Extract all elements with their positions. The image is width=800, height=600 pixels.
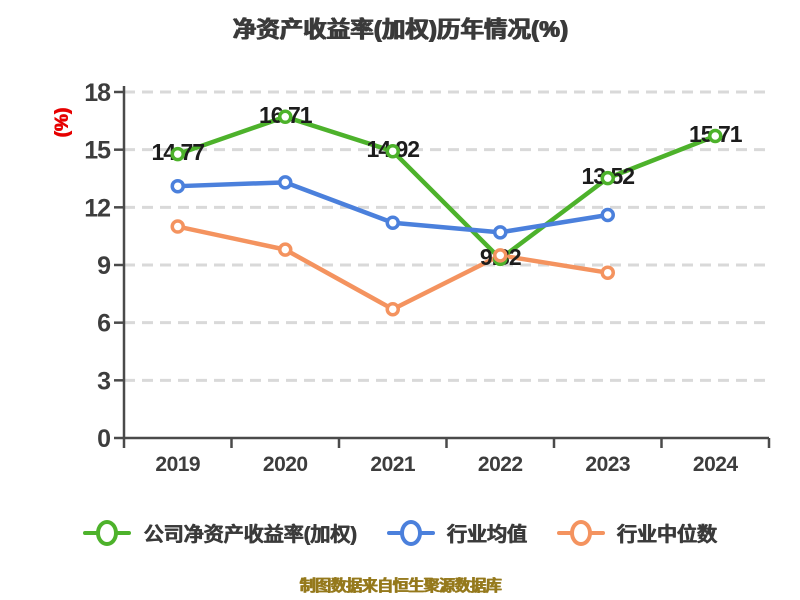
legend-marker-orange-icon <box>556 519 605 547</box>
data-point-行业均值-2022 <box>493 225 508 240</box>
series-line-行业中位数 <box>175 224 610 312</box>
legend-item-industry-mean: 行业均值 <box>386 518 527 547</box>
legend-item-industry-median: 行业中位数 <box>556 518 717 547</box>
data-point-行业均值-2023 <box>600 207 615 223</box>
y-tick-label-6: 6 <box>97 310 110 338</box>
legend-marker-green-icon <box>83 519 132 547</box>
x-tick-label-2021: 2021 <box>370 453 416 476</box>
legend-label: 公司净资产收益率(加权) <box>143 524 357 546</box>
legend-item-company-roe: 公司净资产收益率(加权) <box>83 518 357 547</box>
y-tick-label-12: 12 <box>84 194 110 222</box>
data-point-公司净资产收益率(加权)-2023 <box>600 170 615 186</box>
data-point-行业中位数-2019 <box>170 219 185 234</box>
data-point-行业中位数-2023 <box>600 265 615 280</box>
data-point-行业均值-2020 <box>278 175 293 190</box>
x-tick-label-2019: 2019 <box>155 453 200 476</box>
y-tick-label-0: 0 <box>97 425 110 453</box>
chart-title: 净资产收益率(加权)历年情况(%) <box>232 16 568 42</box>
data-point-行业中位数-2020 <box>278 242 293 257</box>
y-tick-label-9: 9 <box>97 252 110 280</box>
x-tick-label-2022: 2022 <box>478 453 523 476</box>
data-point-行业均值-2021 <box>385 215 400 230</box>
data-point-公司净资产收益率(加权)-2021 <box>385 143 400 159</box>
data-point-行业均值-2019 <box>170 178 185 194</box>
y-tick-label-15: 15 <box>84 137 111 165</box>
y-tick-label-3: 3 <box>97 367 110 395</box>
data-point-公司净资产收益率(加权)-2024 <box>708 128 723 144</box>
legend-label: 行业中位数 <box>616 524 717 546</box>
chart-legend: 公司净资产收益率(加权) 行业均值 行业中位数 <box>0 518 800 547</box>
data-point-行业中位数-2021 <box>385 301 400 317</box>
data-point-行业中位数-2022 <box>493 248 508 263</box>
data-source-caption: 制图数据来自恒生聚源数据库 <box>299 578 501 595</box>
legend-marker-blue-icon <box>386 519 435 547</box>
series-line-公司净资产收益率(加权) <box>175 114 718 262</box>
line-chart: 036912151820192020202120222023202414.771… <box>84 79 771 476</box>
legend-label: 行业均值 <box>446 524 527 546</box>
x-tick-label-2020: 2020 <box>263 453 308 476</box>
data-point-公司净资产收益率(加权)-2019 <box>170 146 185 162</box>
y-tick-label-18: 18 <box>84 79 111 107</box>
x-tick-label-2023: 2023 <box>585 453 630 476</box>
data-point-公司净资产收益率(加权)-2020 <box>278 109 293 125</box>
x-tick-label-2024: 2024 <box>693 453 739 476</box>
